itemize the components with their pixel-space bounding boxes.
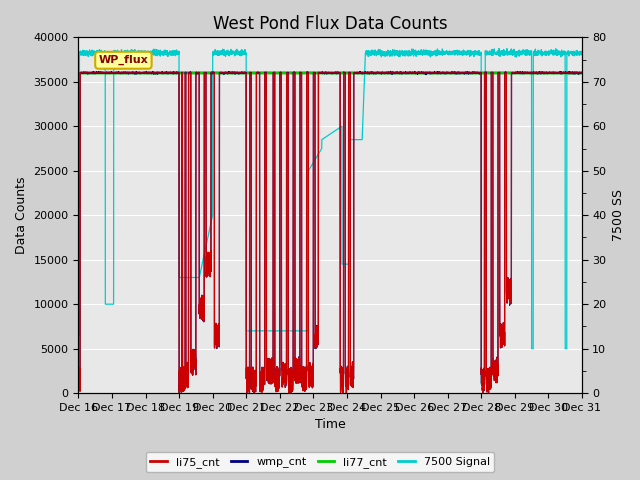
Y-axis label: 7500 SS: 7500 SS [612,189,625,241]
Title: West Pond Flux Data Counts: West Pond Flux Data Counts [213,15,447,33]
Text: WP_flux: WP_flux [99,55,148,65]
X-axis label: Time: Time [315,419,346,432]
Legend: li75_cnt, wmp_cnt, li77_cnt, 7500 Signal: li75_cnt, wmp_cnt, li77_cnt, 7500 Signal [146,452,494,472]
Y-axis label: Data Counts: Data Counts [15,177,28,254]
